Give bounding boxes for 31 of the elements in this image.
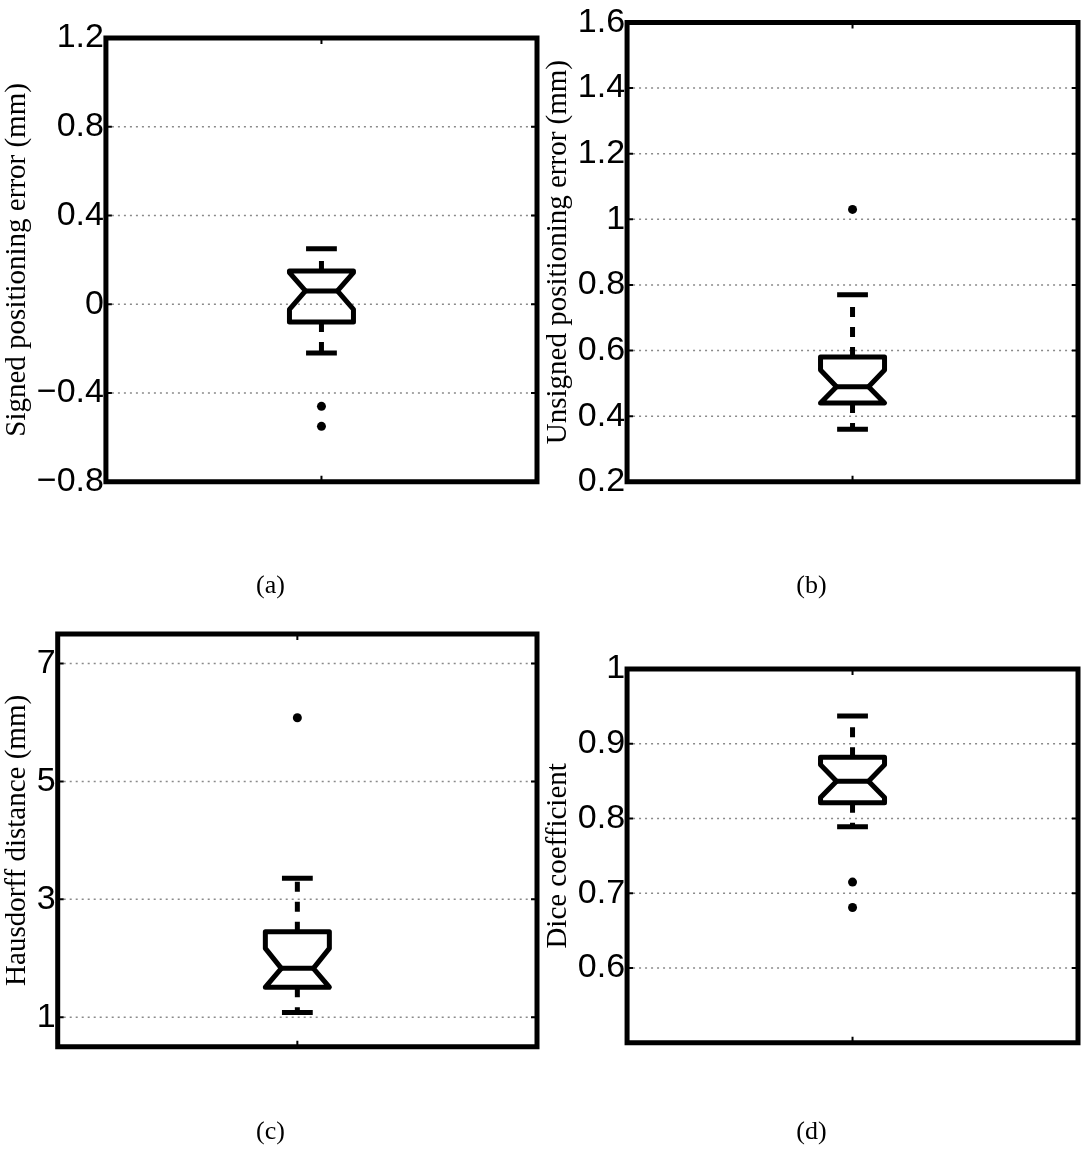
y-tick-label: 0.8 — [577, 796, 626, 835]
y-tick-label: −0.4 — [36, 371, 104, 410]
y-tick-label: 0.7 — [577, 871, 626, 910]
y-tick-label: 0.4 — [577, 394, 626, 433]
y-tick-label: 5 — [36, 759, 56, 798]
y-tick-label: 1 — [36, 995, 56, 1034]
y-tick-label: 3 — [36, 877, 56, 916]
y-tick-label: 0 — [85, 282, 104, 321]
y-tick-label: 0.6 — [577, 946, 626, 985]
y-axis-title: Unsigned positioning error (mm) — [540, 60, 574, 445]
y-tick-label: 0.6 — [577, 328, 626, 367]
y-tick-label: 0.4 — [56, 193, 104, 232]
y-tick-label: 1.2 — [56, 16, 104, 55]
y-tick-label: 0.9 — [577, 722, 626, 761]
y-axis-title: Signed positioning error (mm) — [0, 83, 33, 437]
y-tick-label: 1.6 — [577, 0, 626, 39]
y-axis-title: Hausdorff distance (mm) — [0, 694, 33, 986]
text: (a) — [255, 570, 286, 600]
y-axis-title: Dice coefficient — [540, 763, 573, 949]
text: (b) — [795, 570, 828, 600]
y-tick-label: 1.4 — [577, 66, 626, 105]
y-tick-label: 0.2 — [577, 460, 626, 499]
y-tick-label: −0.8 — [36, 460, 104, 499]
y-tick-label: 7 — [36, 641, 56, 680]
y-tick-label: 1.2 — [577, 132, 626, 171]
text: (c) — [255, 1116, 286, 1146]
y-tick-label: 0.8 — [56, 105, 104, 144]
y-tick-label: 1 — [606, 197, 626, 236]
y-tick-label: 0.8 — [577, 263, 626, 302]
y-tick-label: 1 — [606, 647, 626, 686]
text: (d) — [795, 1116, 828, 1146]
